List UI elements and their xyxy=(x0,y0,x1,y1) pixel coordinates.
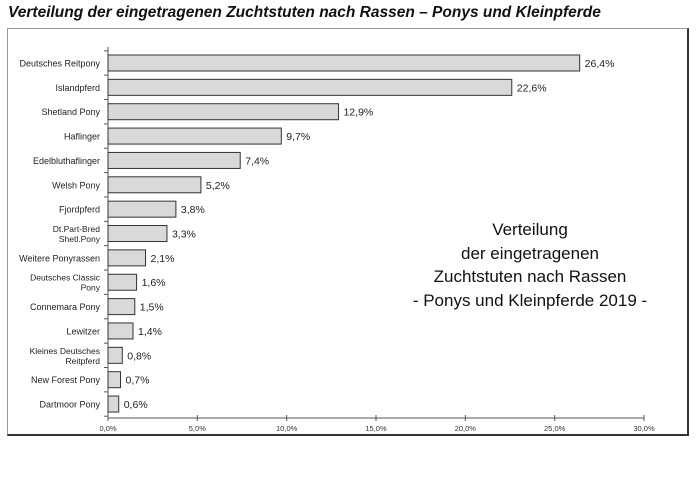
data-label: 0,7% xyxy=(126,375,150,387)
data-label: 1,5% xyxy=(140,302,164,314)
category-label: Haflinger xyxy=(64,132,100,142)
category-label: Reitpferd xyxy=(66,356,101,366)
category-label: Dartmoor Pony xyxy=(39,400,100,410)
page-title: Verteilung der eingetragenen Zuchtstuten… xyxy=(8,4,601,21)
data-label: 0,6% xyxy=(124,399,148,411)
data-label: 26,4% xyxy=(585,58,615,70)
category-label: Fjordpferd xyxy=(59,205,100,215)
bar xyxy=(107,249,147,267)
category-label: Islandpferd xyxy=(55,83,100,93)
chart-annotation: Verteilung der eingetragenen Zuchtstuten… xyxy=(390,218,670,312)
bar xyxy=(107,322,134,340)
data-label: 9,7% xyxy=(286,131,310,143)
annotation-line: Verteilung xyxy=(492,220,568,239)
data-label: 3,3% xyxy=(172,229,196,241)
bar xyxy=(107,151,241,169)
category-label: Pony xyxy=(81,283,101,293)
category-label: Edelbluthaflinger xyxy=(33,156,100,166)
category-label: Lewitzer xyxy=(66,326,100,336)
x-tick-label: 30,0% xyxy=(633,424,655,433)
bar xyxy=(107,371,122,389)
category-label: New Forest Pony xyxy=(31,375,101,385)
data-label: 22,6% xyxy=(517,82,547,94)
bar xyxy=(107,200,177,218)
bar xyxy=(107,395,120,413)
data-label: 7,4% xyxy=(245,155,269,167)
category-label: Kleines Deutsches xyxy=(30,346,100,356)
bar xyxy=(107,176,202,194)
data-label: 1,4% xyxy=(138,326,162,338)
bar xyxy=(107,298,136,316)
data-label: 2,1% xyxy=(151,253,175,265)
bar xyxy=(107,127,282,145)
category-label: Connemara Pony xyxy=(30,302,101,312)
x-tick-label: 25,0% xyxy=(544,424,566,433)
bar xyxy=(107,78,513,96)
category-label: Shetland Pony xyxy=(41,107,100,117)
chart-frame xyxy=(7,28,689,436)
x-tick-label: 10,0% xyxy=(276,424,298,433)
category-label: Welsh Pony xyxy=(52,180,100,190)
category-label: Deutsches Classic xyxy=(30,273,101,283)
data-label: 5,2% xyxy=(206,180,230,192)
bar xyxy=(107,346,123,364)
data-label: 3,8% xyxy=(181,204,205,216)
annotation-line: der eingetragenen xyxy=(460,243,599,263)
category-label: Shetl.Pony xyxy=(59,234,101,244)
x-tick-label: 0,0% xyxy=(99,424,116,433)
data-label: 12,9% xyxy=(343,107,373,119)
bar xyxy=(107,225,168,243)
x-tick-label: 20,0% xyxy=(455,424,477,433)
annotation-line: Zuchtstuten nach Rassen xyxy=(433,267,627,286)
bar xyxy=(107,103,339,121)
data-label: 0,8% xyxy=(127,350,151,362)
annotation-line: - Ponys und Kleinpferde 2019 - xyxy=(412,290,648,310)
x-tick-label: 5,0% xyxy=(189,424,206,433)
category-label: Weitere Ponyrassen xyxy=(19,253,100,263)
category-label: Deutsches Reitpony xyxy=(19,59,100,69)
data-label: 1,6% xyxy=(142,277,166,289)
x-tick-label: 15,0% xyxy=(365,424,387,433)
bar xyxy=(107,54,581,72)
category-label: Dt.Part-Bred xyxy=(53,224,101,234)
bar xyxy=(107,273,138,291)
